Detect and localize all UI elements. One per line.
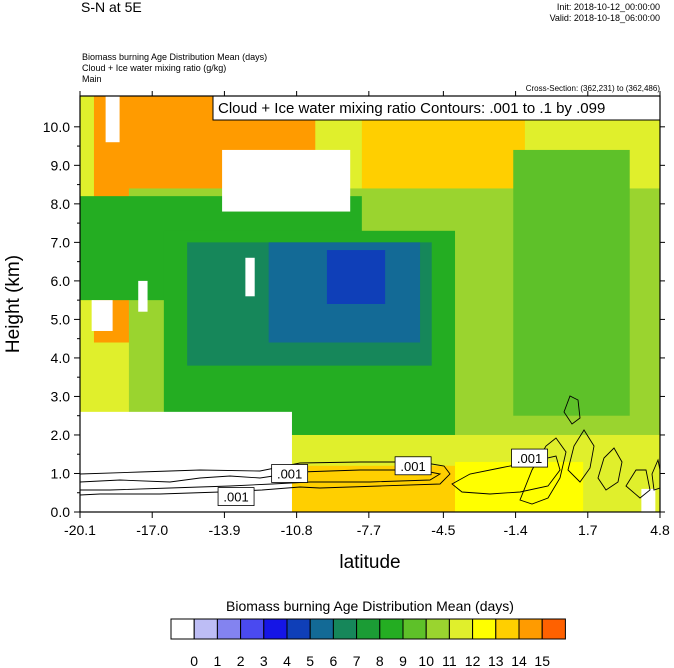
colorbar-swatch xyxy=(309,618,334,640)
y-tick-label: 0.0 xyxy=(51,504,71,520)
y-tick-label: 5.0 xyxy=(51,311,71,327)
colorbar-swatch xyxy=(332,618,358,640)
heatmap-cell xyxy=(455,461,584,512)
colorbar-label: 5 xyxy=(306,653,314,668)
colorbar-swatch xyxy=(518,618,543,640)
contour-label: .001 xyxy=(400,459,425,474)
colorbar-label: 6 xyxy=(330,653,338,668)
contour-label-box xyxy=(511,448,548,468)
contour-line xyxy=(567,429,595,483)
x-tick-label: -20.1 xyxy=(64,522,96,538)
colorbar-swatch xyxy=(448,618,474,640)
field-description-2: Cloud + Ice water mixing ratio (g/kg) xyxy=(82,63,226,73)
contour-info-box xyxy=(212,95,661,121)
heatmap-cell xyxy=(245,257,255,297)
colorbar-swatch xyxy=(425,618,450,640)
colorbar-swatch xyxy=(379,618,404,640)
x-axis: -20.1 -17.0 -13.9 -10.8 -7.7 -4.5 -1.4 1.7 4.8 xyxy=(64,91,670,538)
colorbar-swatch xyxy=(472,618,497,640)
heatmap-cell xyxy=(641,488,656,512)
contour-info-text: Cloud + Ice water mixing ratio Contours:… xyxy=(218,100,605,117)
x-axis-label: latitude xyxy=(339,552,400,573)
colorbar: 0 1 2 3 4 5 6 7 8 9 10 11 12 13 14 15 xyxy=(170,618,566,668)
colorbar-label: 12 xyxy=(465,653,481,668)
colorbar-swatch xyxy=(495,618,520,640)
field-description-3: Main xyxy=(82,74,102,84)
heatmap-cell xyxy=(222,149,351,212)
x-tick-label: -10.8 xyxy=(281,522,313,538)
plot-frame xyxy=(79,95,661,513)
heatmap-plot: .001 .001 .001 .001 xyxy=(80,96,660,512)
colorbar-swatch xyxy=(240,618,265,640)
field-description-1: Biomass burning Age Distribution Mean (d… xyxy=(82,52,267,62)
x-tick-label: 1.7 xyxy=(578,522,598,538)
colorbar-label: 1 xyxy=(214,653,222,668)
contour-line xyxy=(651,458,660,491)
colorbar-label: 7 xyxy=(353,653,361,668)
y-tick-label: 8.0 xyxy=(51,196,71,212)
contour-line xyxy=(625,469,651,499)
colorbar-title: Biomass burning Age Distribution Mean (d… xyxy=(226,598,514,614)
contour-label: .001 xyxy=(223,490,248,505)
contour-label: .001 xyxy=(517,451,542,466)
colorbar-label: 8 xyxy=(376,653,384,668)
x-tick-label: -13.9 xyxy=(208,522,240,538)
y-tick-label: 9.0 xyxy=(51,157,71,173)
plot-title: S-N at 5E xyxy=(81,0,142,15)
heatmap-cell xyxy=(91,300,113,331)
y-tick-label: 7.0 xyxy=(51,234,71,250)
contour-label-box xyxy=(271,464,309,483)
init-time: Init: 2018-10-12_00:00:00 xyxy=(557,2,660,12)
x-tick-label: -1.4 xyxy=(504,522,528,538)
y-axis: 0.0 1.0 2.0 3.0 4.0 5.0 6.0 7.0 8.0 9.0 10.0 xyxy=(43,119,665,520)
colorbar-swatch xyxy=(263,618,288,640)
heatmap-cell xyxy=(138,280,148,312)
contour-line xyxy=(451,455,561,495)
x-tick-label: -7.7 xyxy=(357,522,381,538)
contour-label-box xyxy=(217,487,255,506)
y-tick-label: 6.0 xyxy=(51,273,71,289)
colorbar-swatch xyxy=(286,618,311,640)
colorbar-label: 10 xyxy=(418,653,434,668)
contour-line xyxy=(563,395,581,425)
x-tick-label: 4.8 xyxy=(650,522,670,538)
contour-label-box xyxy=(394,456,432,476)
contour-line xyxy=(80,461,451,496)
cross-section-label: Cross-Section: (362,231) to (362,486) xyxy=(526,84,661,93)
colorbar-label: 11 xyxy=(442,653,457,668)
colorbar-swatch xyxy=(216,618,242,640)
colorbar-label: 3 xyxy=(260,653,268,668)
contour-label: .001 xyxy=(277,466,302,481)
colorbar-label: 4 xyxy=(283,653,291,668)
heatmap-cell xyxy=(513,149,630,416)
colorbar-swatch xyxy=(541,618,566,640)
colorbar-label: 14 xyxy=(511,653,527,668)
x-tick-label: -17.0 xyxy=(136,522,168,538)
heatmap-cell xyxy=(326,250,386,304)
colorbar-swatch xyxy=(170,618,195,640)
colorbar-label: 2 xyxy=(237,653,245,668)
heatmap-cell xyxy=(80,411,292,512)
colorbar-label: 15 xyxy=(534,653,550,668)
colorbar-swatch xyxy=(356,618,381,640)
colorbar-label: 9 xyxy=(399,653,407,668)
x-tick-label: -4.5 xyxy=(431,522,455,538)
heatmap-cell xyxy=(105,96,120,143)
y-tick-label: 1.0 xyxy=(51,465,71,481)
colorbar-label: 0 xyxy=(190,653,198,668)
y-tick-label: 4.0 xyxy=(51,350,71,366)
y-tick-label: 3.0 xyxy=(51,388,71,404)
y-tick-label: 10.0 xyxy=(43,119,70,135)
contour-line xyxy=(597,447,623,491)
valid-time: Valid: 2018-10-18_06:00:00 xyxy=(550,13,660,23)
y-tick-label: 2.0 xyxy=(51,427,71,443)
colorbar-label: 13 xyxy=(488,653,504,668)
contour-labels: .001 .001 .001 .001 xyxy=(217,448,548,506)
heatmap-regions xyxy=(80,96,660,512)
colorbar-swatch xyxy=(402,618,427,640)
y-axis-label: Height (km) xyxy=(3,255,24,353)
colorbar-swatch xyxy=(193,618,218,640)
